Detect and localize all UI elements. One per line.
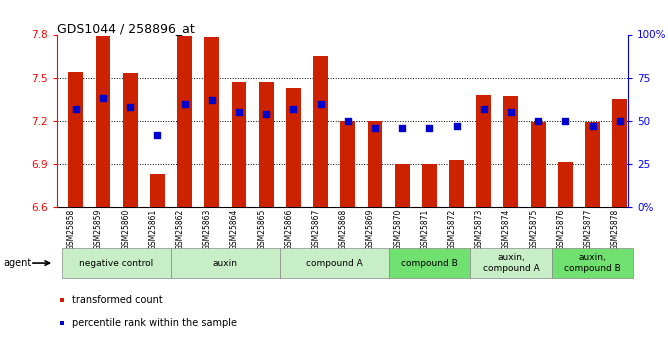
Bar bbox=[313, 56, 328, 207]
Text: GSM25865: GSM25865 bbox=[257, 209, 267, 250]
Text: GSM25868: GSM25868 bbox=[339, 209, 348, 250]
Bar bbox=[476, 95, 491, 207]
Point bbox=[424, 125, 435, 130]
Text: GSM25874: GSM25874 bbox=[502, 209, 511, 250]
Text: auxin,
compound B: auxin, compound B bbox=[564, 253, 621, 273]
Bar bbox=[422, 164, 437, 207]
Point bbox=[71, 106, 81, 111]
Point bbox=[615, 118, 625, 124]
Bar bbox=[367, 121, 383, 207]
Point bbox=[560, 118, 570, 124]
Text: GSM25878: GSM25878 bbox=[611, 209, 620, 250]
Text: GSM25864: GSM25864 bbox=[230, 209, 239, 250]
Point bbox=[506, 109, 516, 115]
Text: GSM25861: GSM25861 bbox=[148, 209, 158, 250]
Text: percentile rank within the sample: percentile rank within the sample bbox=[72, 318, 237, 327]
Bar bbox=[340, 121, 355, 207]
Point bbox=[397, 125, 407, 130]
Bar bbox=[68, 72, 84, 207]
Point bbox=[343, 118, 353, 124]
Point bbox=[369, 125, 380, 130]
Text: GSM25873: GSM25873 bbox=[475, 209, 484, 250]
Bar bbox=[395, 164, 409, 207]
Text: GSM25871: GSM25871 bbox=[420, 209, 430, 250]
Bar bbox=[232, 82, 246, 207]
Bar bbox=[259, 82, 274, 207]
Text: agent: agent bbox=[3, 258, 31, 268]
Bar bbox=[96, 36, 110, 207]
Bar bbox=[177, 36, 192, 207]
Text: auxin,
compound A: auxin, compound A bbox=[482, 253, 539, 273]
Bar bbox=[530, 122, 546, 207]
Text: GSM25862: GSM25862 bbox=[176, 209, 184, 250]
Bar bbox=[558, 162, 573, 207]
Point bbox=[234, 109, 244, 115]
Point bbox=[261, 111, 271, 117]
Point bbox=[315, 101, 326, 106]
Text: GSM25876: GSM25876 bbox=[556, 209, 565, 250]
Point bbox=[98, 96, 108, 101]
Text: GSM25866: GSM25866 bbox=[285, 209, 293, 250]
Point bbox=[451, 123, 462, 129]
Text: GSM25863: GSM25863 bbox=[203, 209, 212, 250]
Text: negative control: negative control bbox=[79, 258, 154, 268]
Point bbox=[206, 97, 217, 103]
Text: GSM25877: GSM25877 bbox=[584, 209, 593, 250]
Bar bbox=[504, 96, 518, 207]
Text: GSM25859: GSM25859 bbox=[94, 209, 103, 250]
Text: GDS1044 / 258896_at: GDS1044 / 258896_at bbox=[57, 22, 194, 36]
Bar bbox=[449, 159, 464, 207]
Bar bbox=[585, 122, 600, 207]
Point bbox=[125, 104, 136, 110]
Text: compound B: compound B bbox=[401, 258, 458, 268]
Text: transformed count: transformed count bbox=[72, 295, 163, 305]
Text: GSM25858: GSM25858 bbox=[67, 209, 76, 250]
Text: GSM25875: GSM25875 bbox=[529, 209, 538, 250]
Text: auxin: auxin bbox=[213, 258, 238, 268]
Text: GSM25867: GSM25867 bbox=[311, 209, 321, 250]
Point bbox=[179, 101, 190, 106]
Text: GSM25872: GSM25872 bbox=[448, 209, 456, 250]
Bar bbox=[286, 88, 301, 207]
Point bbox=[478, 106, 489, 111]
Text: GSM25870: GSM25870 bbox=[393, 209, 402, 250]
Bar bbox=[613, 99, 627, 207]
Bar bbox=[150, 174, 165, 207]
Text: compound A: compound A bbox=[306, 258, 363, 268]
Point bbox=[288, 106, 299, 111]
Point bbox=[533, 118, 544, 124]
Bar bbox=[123, 73, 138, 207]
Text: GSM25860: GSM25860 bbox=[121, 209, 130, 250]
Point bbox=[152, 132, 163, 137]
Text: GSM25869: GSM25869 bbox=[366, 209, 375, 250]
Bar bbox=[204, 37, 219, 207]
Point bbox=[587, 123, 598, 129]
